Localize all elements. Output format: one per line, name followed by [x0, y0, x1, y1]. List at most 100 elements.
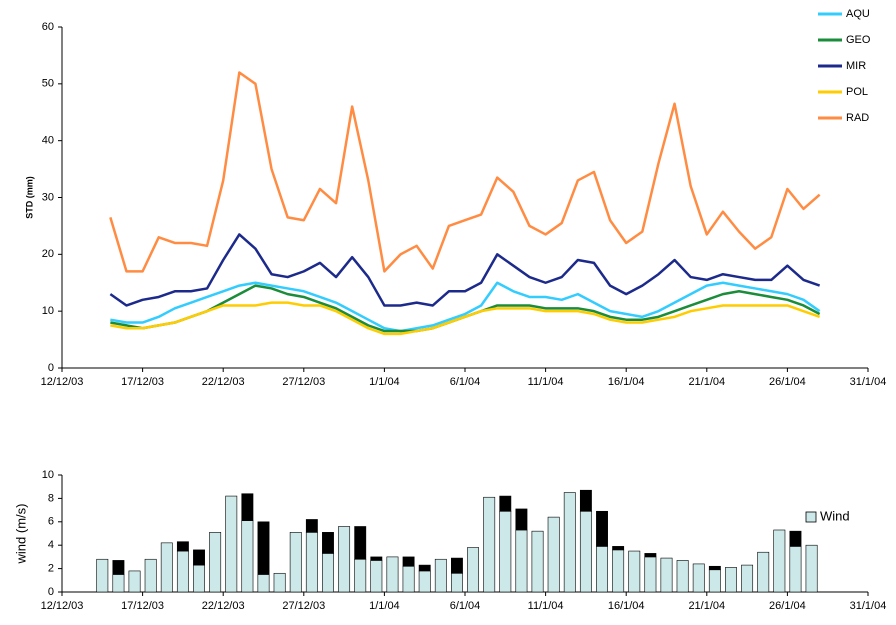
bar: [741, 564, 754, 593]
bar: [499, 510, 512, 593]
bar: [547, 516, 560, 593]
x-tick-label: 11/1/04: [528, 600, 564, 612]
y-tick-label: 20: [42, 248, 54, 260]
bar: [338, 526, 351, 593]
bar: [144, 558, 157, 593]
y-tick-label: 8: [48, 492, 54, 504]
x-tick-label: 12/12/03: [41, 600, 84, 612]
bar: [515, 529, 528, 593]
bar: [483, 496, 496, 593]
bar: [386, 556, 399, 593]
bar: [176, 550, 189, 593]
bar: [305, 532, 318, 593]
bar: [450, 572, 463, 593]
line: [109, 233, 821, 307]
legend-label: RAD: [846, 112, 869, 124]
bar: [725, 567, 737, 593]
bar: [112, 574, 125, 593]
bar: [757, 551, 770, 593]
y-tick-label: 6: [48, 516, 54, 528]
y-tick-label: 30: [42, 191, 54, 203]
bar: [402, 565, 415, 593]
bar: [273, 572, 286, 593]
bar: [789, 530, 802, 547]
legend-label: MIR: [846, 60, 866, 72]
y-tick-label: 2: [48, 563, 54, 575]
line: [109, 71, 821, 273]
bar: [370, 560, 383, 593]
bar: [467, 547, 480, 593]
y-tick-label: 50: [42, 78, 54, 90]
y-tick-label: 40: [42, 135, 54, 147]
bar: [499, 495, 512, 512]
y-axis-label: wind (m/s): [13, 504, 28, 565]
y-axis-label: STD (mm): [24, 176, 34, 219]
x-tick-label: 1/1/04: [369, 600, 400, 612]
bar: [241, 493, 254, 521]
x-tick-label: 27/12/03: [282, 376, 325, 388]
x-tick-label: 31/1/04: [850, 376, 887, 388]
y-tick-label: 10: [42, 469, 54, 481]
bar: [257, 521, 270, 575]
bar: [322, 532, 334, 554]
legend-swatch: [805, 511, 817, 523]
x-tick-label: 6/1/04: [450, 600, 481, 612]
bar: [354, 558, 367, 593]
bar: [305, 519, 318, 533]
y-tick-label: 0: [48, 362, 54, 374]
bar: [257, 574, 270, 593]
line: [110, 301, 821, 336]
bar: [289, 532, 302, 593]
bar: [418, 564, 431, 572]
bar: [434, 558, 447, 593]
bar: [563, 492, 576, 593]
x-tick-label: 26/1/04: [769, 376, 806, 388]
x-tick-label: 16/1/04: [608, 376, 645, 388]
x-tick-label: 17/12/03: [121, 600, 164, 612]
x-tick-label: 31/1/04: [850, 600, 887, 612]
bar: [644, 553, 657, 558]
bar: [128, 570, 141, 593]
bar: [531, 530, 544, 593]
legend-label: AQU: [846, 8, 870, 20]
bar: [596, 510, 608, 547]
bar: [322, 553, 334, 593]
bar: [612, 549, 625, 593]
bar: [579, 510, 592, 593]
bar: [596, 546, 608, 593]
bar: [708, 565, 721, 571]
y-tick-label: 10: [42, 305, 54, 317]
bar: [176, 541, 189, 552]
legend-label: POL: [846, 86, 868, 98]
bar: [579, 489, 592, 512]
x-tick-label: 16/1/04: [608, 600, 645, 612]
bar: [515, 508, 528, 531]
bar: [805, 544, 818, 593]
bar: [450, 557, 463, 574]
line: [110, 281, 821, 333]
bar: [193, 549, 205, 566]
x-tick-label: 6/1/04: [450, 376, 481, 388]
bar: [676, 560, 689, 593]
bar: [692, 563, 705, 593]
legend-label: Wind: [820, 508, 850, 523]
bar: [160, 542, 173, 593]
bar: [225, 495, 238, 593]
bar: [241, 520, 254, 593]
bar: [708, 569, 721, 593]
y-tick-label: 60: [42, 21, 54, 33]
bar: [660, 557, 673, 593]
legend-label: GEO: [846, 34, 871, 46]
bar: [96, 558, 109, 593]
x-tick-label: 17/12/03: [121, 376, 164, 388]
bar: [209, 532, 222, 593]
bar: [644, 556, 657, 593]
x-tick-label: 1/1/04: [369, 376, 400, 388]
bar: [789, 546, 802, 593]
x-tick-label: 22/12/03: [202, 376, 245, 388]
bar: [402, 556, 415, 567]
bar: [418, 570, 431, 593]
x-tick-label: 21/1/04: [688, 600, 725, 612]
x-tick-label: 11/1/04: [528, 376, 564, 388]
